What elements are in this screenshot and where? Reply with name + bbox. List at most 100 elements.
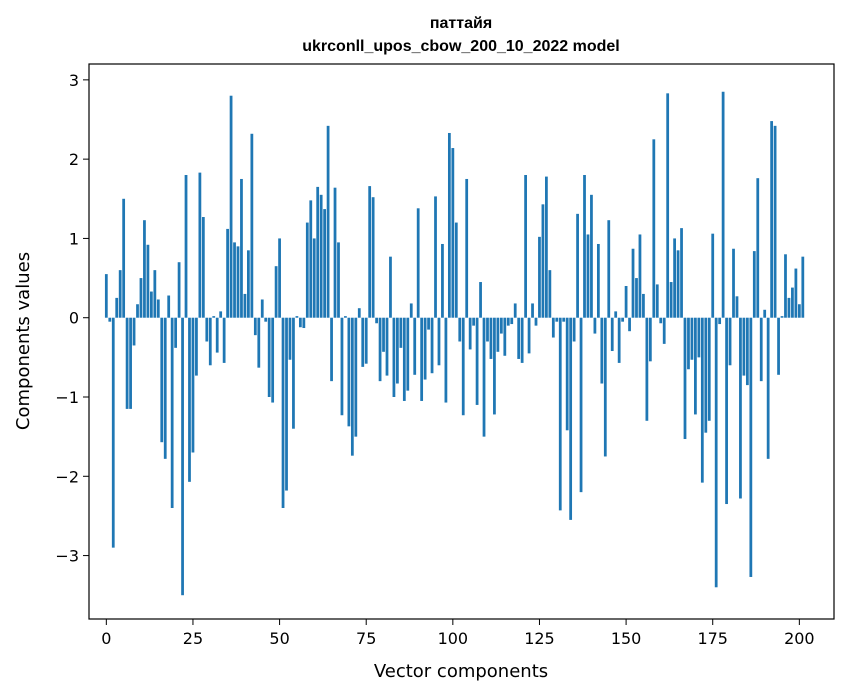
bar [240, 178, 243, 318]
bar [551, 317, 555, 338]
bar [479, 282, 482, 318]
bar [596, 243, 600, 318]
bar [648, 317, 652, 362]
bar [316, 186, 320, 318]
bar [236, 246, 240, 318]
bar [409, 303, 413, 318]
bar [330, 317, 333, 382]
bar [742, 317, 746, 376]
bar [226, 228, 229, 318]
bar [423, 317, 427, 380]
bar [174, 317, 178, 348]
bar [215, 317, 219, 353]
bar [371, 197, 375, 318]
bar [739, 317, 742, 499]
bar [333, 187, 337, 318]
bar [156, 299, 160, 318]
bar [773, 125, 777, 318]
bar [243, 293, 247, 318]
bar [558, 317, 562, 511]
bar [687, 317, 690, 370]
bar [562, 317, 566, 322]
bar [569, 317, 573, 520]
bar [184, 175, 188, 318]
bar [628, 317, 631, 332]
bar [375, 317, 378, 324]
bar [766, 317, 770, 459]
bar [659, 317, 663, 324]
y-tick-label: 1 [69, 229, 79, 248]
bar [797, 304, 801, 318]
bar [555, 317, 559, 322]
bar [188, 317, 191, 482]
bar [170, 317, 174, 508]
y-tick-label: −1 [55, 388, 79, 407]
bar [780, 316, 784, 318]
x-tick-label: 200 [784, 629, 815, 648]
bar [111, 317, 115, 548]
bar [247, 250, 250, 318]
bar [454, 222, 458, 318]
bar [645, 317, 649, 421]
bar [545, 176, 548, 318]
bar [153, 270, 157, 318]
bar [745, 317, 749, 386]
bar [198, 172, 202, 318]
bar [801, 256, 805, 318]
bar [389, 256, 392, 318]
bar [534, 317, 538, 326]
bar [444, 317, 448, 403]
bar [759, 317, 763, 382]
bar [517, 317, 521, 359]
bar [181, 317, 184, 596]
bar [787, 297, 791, 318]
bar [489, 317, 493, 359]
bar [267, 317, 271, 397]
x-tick-label: 75 [356, 629, 376, 648]
bar [642, 293, 645, 318]
bar [132, 317, 136, 346]
plot-frame [88, 63, 835, 620]
bar [447, 132, 451, 318]
bar [364, 317, 368, 364]
x-tick-label: 0 [101, 629, 111, 648]
bar [350, 317, 354, 456]
bar [305, 222, 309, 318]
bar [406, 317, 410, 391]
bar [427, 317, 430, 330]
bar [520, 317, 524, 363]
bar [149, 291, 153, 318]
bar [482, 317, 486, 437]
bar [340, 317, 344, 416]
bar [486, 317, 489, 342]
x-tick-label: 175 [697, 629, 728, 648]
x-tick-label: 150 [611, 629, 642, 648]
bar [143, 220, 146, 318]
bar [191, 317, 195, 453]
bar [662, 317, 666, 344]
bar [603, 317, 607, 457]
y-axis-label: Components values [13, 252, 34, 430]
bar [253, 317, 257, 336]
x-tick-label: 25 [183, 629, 203, 648]
chart-subtitle: ukrconll_upos_cbow_200_10_2022 model [302, 38, 619, 55]
bar [458, 317, 462, 342]
bar [583, 175, 586, 318]
bar [697, 317, 701, 358]
bar [791, 287, 794, 318]
bar [285, 317, 288, 491]
bar [565, 317, 569, 431]
bar [298, 317, 302, 328]
bar [624, 286, 628, 318]
bar [104, 274, 108, 318]
bar [617, 317, 621, 363]
bar [669, 282, 673, 318]
bar [784, 254, 787, 318]
bar [590, 194, 593, 318]
bar [506, 317, 510, 326]
y-tick-label: 2 [69, 150, 79, 169]
bar [725, 317, 728, 505]
bar [208, 317, 212, 366]
y-axis-ticks: 3 2 1 0 −1 −2 −3 [55, 71, 89, 566]
bar [721, 91, 725, 318]
